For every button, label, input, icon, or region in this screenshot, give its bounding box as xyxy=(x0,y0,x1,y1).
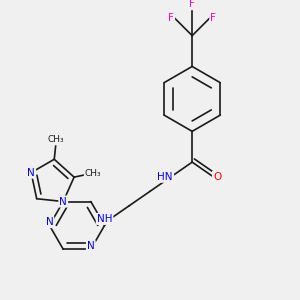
Text: N: N xyxy=(87,241,95,251)
Text: F: F xyxy=(210,13,216,23)
Text: CH₃: CH₃ xyxy=(85,169,101,178)
Text: F: F xyxy=(168,13,174,23)
Text: F: F xyxy=(189,0,195,9)
Text: N: N xyxy=(46,217,53,227)
Text: O: O xyxy=(213,172,221,182)
Text: HN: HN xyxy=(158,172,173,182)
Text: N: N xyxy=(27,168,35,178)
Text: NH: NH xyxy=(97,214,112,224)
Text: N: N xyxy=(59,196,67,206)
Text: CH₃: CH₃ xyxy=(48,135,64,144)
